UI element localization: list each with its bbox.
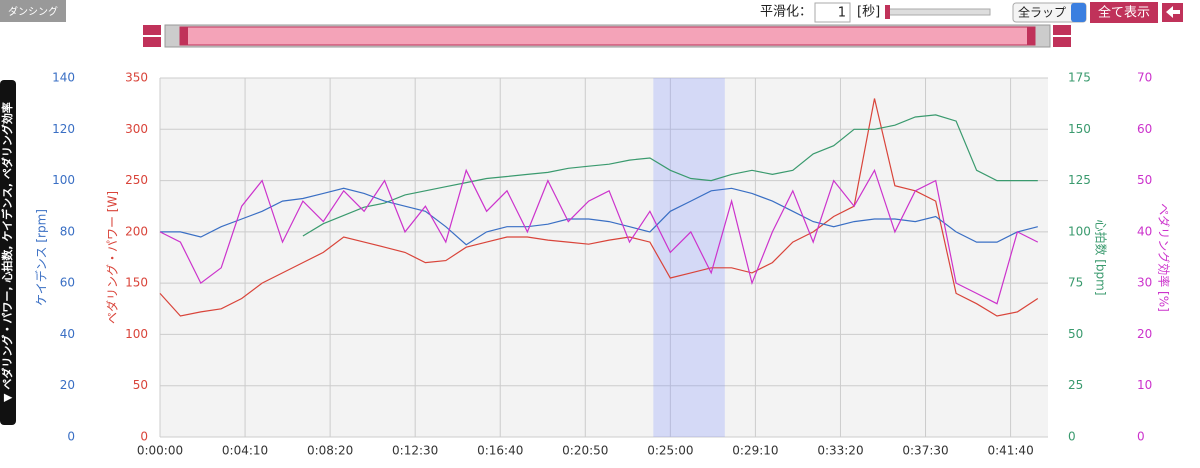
- y-tick-label: 100: [125, 327, 148, 341]
- smoothing-slider[interactable]: [886, 8, 991, 16]
- scroll-left-left[interactable]: [143, 37, 161, 47]
- y-tick-label: 50: [133, 378, 148, 392]
- y-tick-label: 50: [1068, 327, 1083, 341]
- y-tick-label: 40: [1137, 224, 1152, 238]
- y-tick-label: 75: [1068, 276, 1083, 290]
- x-tick-label: 0:04:10: [222, 444, 268, 458]
- y-tick-label: 20: [1137, 327, 1152, 341]
- y-tick-label: 150: [1068, 122, 1091, 136]
- y-tick-label: 100: [1068, 224, 1091, 238]
- series-line: [159, 168, 1039, 305]
- y-tick-label: 70: [1137, 71, 1152, 85]
- x-tick-label: 0:25:00: [647, 444, 693, 458]
- smoothing-input[interactable]: [814, 2, 851, 23]
- y-tick-label: 0: [67, 430, 75, 444]
- panel-label: ▼ ペダリング・パワー, 心拍数, ケイデンス, ペダリング効率: [0, 102, 14, 402]
- show-all-button[interactable]: [1090, 2, 1158, 23]
- logo: [0, 0, 66, 22]
- y-tick-label: 100: [52, 173, 75, 187]
- x-tick-label: 0:16:40: [477, 444, 523, 458]
- smoothing-unit: [秒]: [857, 5, 880, 20]
- y-tick-label: 175: [1068, 71, 1091, 85]
- x-tick-label: 0:29:10: [732, 444, 778, 458]
- y-tick-label: 60: [60, 276, 75, 290]
- y-tick-label: 150: [125, 276, 148, 290]
- panel-tab[interactable]: [0, 80, 16, 425]
- back-icon: [1166, 6, 1180, 18]
- y-tick-label: 0: [1137, 430, 1145, 444]
- y-tick-label: 300: [125, 122, 148, 136]
- series-line: [160, 187, 1038, 246]
- scroll-right-left[interactable]: [143, 25, 161, 35]
- x-tick-label: 0:08:20: [307, 444, 353, 458]
- y-axis-title: ケイデンス [rpm]: [34, 209, 49, 306]
- y-tick-label: 250: [125, 173, 148, 187]
- y-tick-label: 140: [52, 71, 75, 85]
- x-tick-label: 0:12:30: [392, 444, 438, 458]
- y-tick-label: 80: [60, 224, 75, 238]
- selection-band: [653, 78, 725, 437]
- y-tick-label: 20: [60, 378, 75, 392]
- y-tick-label: 50: [1137, 173, 1152, 187]
- y-axis-title: 心拍数 [bpm]: [1094, 219, 1109, 295]
- y-tick-label: 200: [125, 224, 148, 238]
- x-tick-label: 0:33:20: [817, 444, 863, 458]
- y-tick-label: 120: [52, 122, 75, 136]
- y-tick-label: 40: [60, 327, 75, 341]
- x-tick-label: 0:00:00: [137, 444, 183, 458]
- x-tick-label: 0:37:30: [902, 444, 948, 458]
- plot-area: [160, 78, 1048, 437]
- select-arrow: [1071, 3, 1086, 22]
- y-tick-label: 350: [125, 71, 148, 85]
- series-line: [159, 98, 1039, 317]
- y-tick-label: 0: [140, 430, 148, 444]
- show-all-text: 全て表示: [1098, 5, 1150, 21]
- series-line: [302, 114, 1038, 237]
- y-tick-label: 10: [1137, 378, 1152, 392]
- smoothing-value: 1: [838, 6, 846, 21]
- y-tick-label: 30: [1137, 276, 1152, 290]
- y-tick-label: 125: [1068, 173, 1091, 187]
- range-handle[interactable]: [1027, 27, 1035, 45]
- y-axis-title: ペダリング・パワー [W]: [105, 191, 120, 324]
- range-handle[interactable]: [180, 27, 188, 45]
- slider-thumb[interactable]: [885, 5, 890, 19]
- range-selection[interactable]: [179, 26, 1036, 46]
- y-tick-label: 60: [1137, 122, 1152, 136]
- lap-select-text: 全ラップ: [1018, 5, 1066, 20]
- scroll-left-right[interactable]: [1053, 37, 1071, 47]
- y-tick-label: 25: [1068, 378, 1083, 392]
- logo-text: ダンシング: [8, 5, 58, 18]
- smoothing-label: 平滑化：: [760, 5, 812, 20]
- y-tick-label: 0: [1068, 430, 1076, 444]
- x-tick-label: 0:41:40: [987, 444, 1033, 458]
- scroll-right-right[interactable]: [1053, 25, 1071, 35]
- x-tick-label: 0:20:50: [562, 444, 608, 458]
- y-axis-title: ペダリング効率 [%]: [1157, 203, 1172, 312]
